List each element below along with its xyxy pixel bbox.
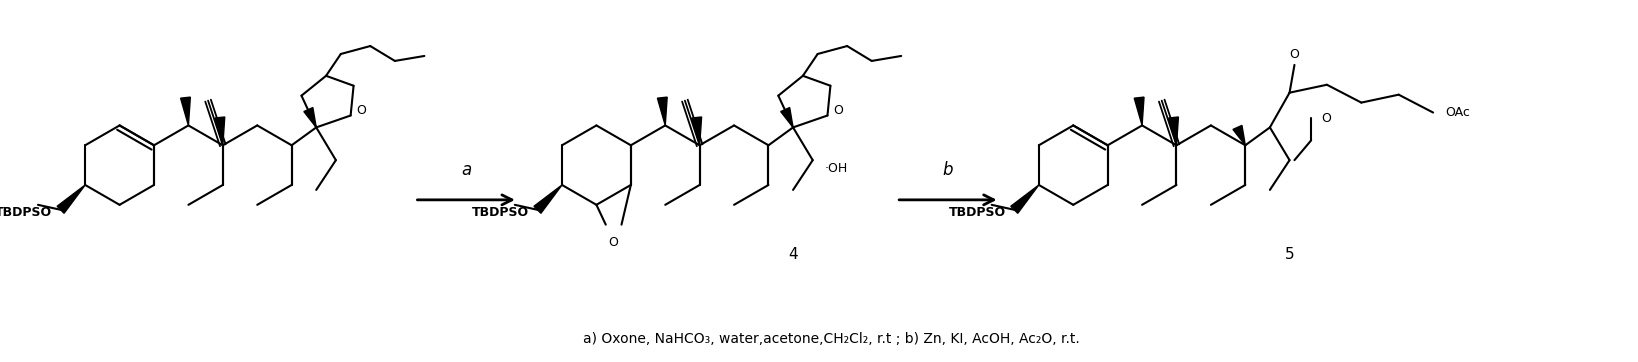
Text: OAc: OAc [1445,106,1469,119]
Polygon shape [1168,117,1178,145]
Polygon shape [534,185,562,213]
Polygon shape [1133,97,1143,125]
Polygon shape [691,117,701,145]
Polygon shape [305,108,316,127]
Text: a) Oxone, NaHCO₃, water,acetone,CH₂Cl₂, r.t ; b) Zn, KI, AcOH, Ac₂O, r.t.: a) Oxone, NaHCO₃, water,acetone,CH₂Cl₂, … [583,332,1079,346]
Polygon shape [180,97,190,125]
Text: 5: 5 [1284,247,1294,262]
Polygon shape [1011,185,1038,213]
Text: TBDPSO: TBDPSO [472,206,529,219]
Text: TBDPSO: TBDPSO [948,206,1006,219]
Polygon shape [781,108,793,127]
Text: ·OH: ·OH [824,161,848,174]
Text: O: O [1289,49,1299,62]
Text: a: a [460,161,472,179]
Polygon shape [657,97,667,125]
Text: O: O [609,236,619,249]
Text: O: O [834,104,844,117]
Polygon shape [1233,125,1245,145]
Text: b: b [942,161,953,179]
Polygon shape [215,117,224,145]
Text: TBDPSO: TBDPSO [0,206,52,219]
Text: O: O [357,104,367,117]
Polygon shape [57,185,85,213]
Text: O: O [1320,112,1332,125]
Text: 4: 4 [788,247,798,262]
